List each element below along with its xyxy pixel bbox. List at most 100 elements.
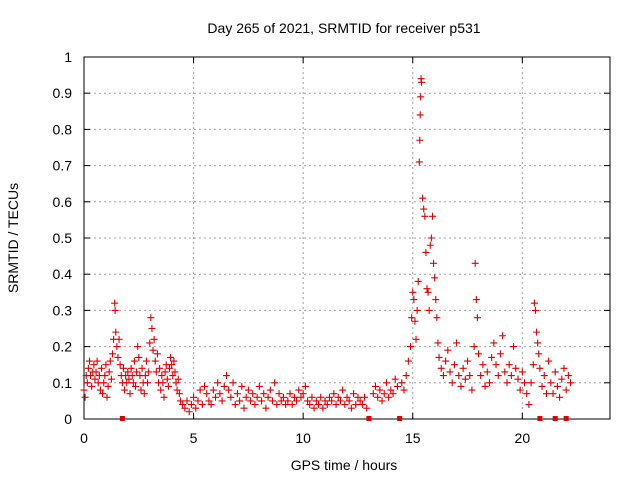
data-point-marker: [260, 390, 268, 398]
data-point-marker: [207, 401, 215, 409]
data-point-marker: [420, 205, 428, 213]
data-point-marker: [315, 401, 323, 409]
data-point-marker: [242, 393, 250, 401]
data-point-marker: [144, 379, 152, 387]
y-tick-label: 0.7: [53, 158, 73, 174]
data-point-marker: [157, 386, 165, 394]
data-point-marker: [400, 386, 408, 394]
data-point-marker: [411, 317, 419, 325]
data-point-marker: [512, 364, 520, 372]
data-point-marker: [547, 379, 555, 387]
data-point-marker: [448, 379, 456, 387]
data-point-marker: [545, 357, 553, 365]
data-point-marker: [468, 386, 476, 394]
data-point-marker: [516, 386, 524, 394]
data-point-marker: [435, 353, 443, 361]
data-point-marker: [233, 390, 241, 398]
data-point-marker: [290, 393, 298, 401]
data-point-marker: [244, 386, 252, 394]
x-tick-label: 0: [80, 430, 88, 446]
data-point-marker: [556, 393, 564, 401]
data-point-marker: [330, 390, 338, 398]
data-point-marker: [446, 368, 454, 376]
data-point-marker: [356, 397, 364, 405]
data-point-marker: [192, 404, 200, 412]
data-point-marker: [414, 277, 422, 285]
data-point-marker: [325, 393, 333, 401]
data-point-marker: [149, 346, 157, 354]
data-point-marker: [115, 335, 123, 343]
data-point-marker: [169, 372, 177, 380]
data-point-marker: [135, 353, 143, 361]
data-point-marker: [273, 401, 281, 409]
data-point-marker: [499, 332, 507, 340]
data-point-marker: [216, 390, 224, 398]
data-point-marker: [492, 361, 500, 369]
data-point-marker: [125, 375, 133, 383]
data-point-marker: [266, 386, 274, 394]
data-point-marker: [96, 386, 104, 394]
data-point-marker: [165, 364, 173, 372]
data-point-marker: [114, 353, 122, 361]
data-point-marker: [567, 379, 575, 387]
data-point-marker: [437, 364, 445, 372]
data-point-marker: [85, 357, 93, 365]
data-point-marker: [112, 328, 120, 336]
x-tick-label: 10: [295, 430, 311, 446]
chart-title: Day 265 of 2021, SRMTID for receiver p53…: [207, 20, 480, 36]
data-point-marker: [426, 241, 434, 249]
x-tick-label: 15: [405, 430, 421, 446]
data-point-marker: [99, 390, 107, 398]
data-point-marker: [535, 350, 543, 358]
data-point-marker: [432, 296, 440, 304]
data-point-marker: [427, 234, 435, 242]
data-point-marker: [174, 375, 182, 383]
y-axis-label: SRMTID / TECUs: [5, 183, 21, 293]
data-point-marker: [150, 335, 158, 343]
data-point-marker: [352, 401, 360, 409]
data-point-marker: [530, 299, 538, 307]
data-point-marker: [412, 335, 420, 343]
data-point-marker: [119, 364, 127, 372]
x-axis-label: GPS time / hours: [291, 457, 398, 473]
data-point-marker: [152, 368, 160, 376]
data-point-marker: [122, 372, 130, 380]
data-point-marker: [203, 390, 211, 398]
data-point-marker: [389, 390, 397, 398]
data-point-marker: [124, 368, 132, 376]
data-point-marker: [247, 397, 255, 405]
data-point-marker: [505, 361, 513, 369]
data-point-marker: [477, 372, 485, 380]
y-tick-label: 0.9: [53, 85, 73, 101]
data-point-marker: [459, 364, 467, 372]
data-point-marker: [343, 393, 351, 401]
baseline-marker: [119, 416, 125, 421]
data-point-marker: [479, 361, 487, 369]
data-point-marker: [101, 372, 109, 380]
data-point-marker: [176, 397, 184, 405]
data-point-marker: [308, 393, 316, 401]
data-point-marker: [419, 194, 427, 202]
data-point-marker: [116, 361, 124, 369]
y-tick-label: 0.4: [53, 266, 73, 282]
data-point-marker: [321, 397, 329, 405]
data-point-marker: [134, 343, 142, 351]
data-point-marker: [490, 339, 498, 347]
data-point-marker: [457, 382, 465, 390]
data-point-marker: [536, 364, 544, 372]
data-point-marker: [264, 393, 272, 401]
data-point-marker: [304, 397, 312, 405]
data-point-marker: [560, 364, 568, 372]
data-point-marker: [88, 382, 96, 390]
data-point-marker: [141, 372, 149, 380]
data-point-marker: [564, 372, 572, 380]
data-point-marker: [160, 393, 168, 401]
data-point-marker: [164, 382, 172, 390]
baseline-marker: [366, 416, 372, 421]
data-point-marker: [371, 382, 379, 390]
y-tick-label: 0: [64, 411, 72, 427]
data-point-marker: [422, 248, 430, 256]
data-point-marker: [108, 350, 116, 358]
data-point-marker: [323, 401, 331, 409]
